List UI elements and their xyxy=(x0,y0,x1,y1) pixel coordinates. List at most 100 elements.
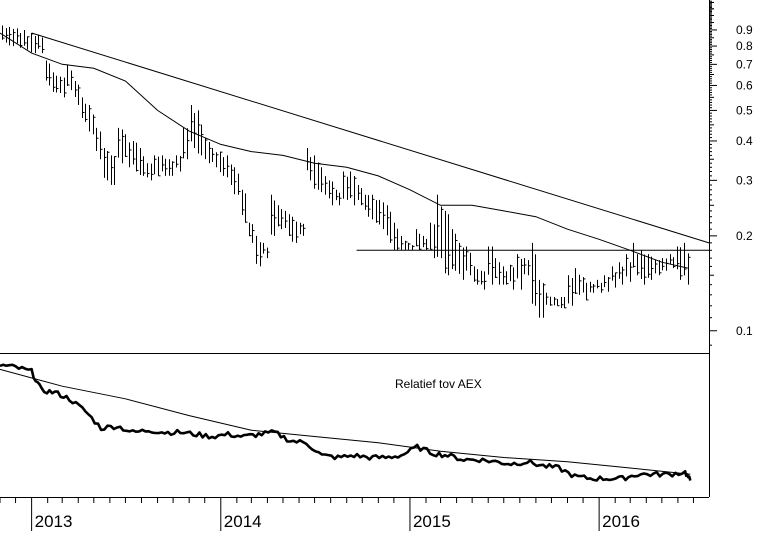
y-tick-label: 0.2 xyxy=(736,229,753,243)
ohlc-bar xyxy=(495,258,502,285)
ohlc-bar xyxy=(169,159,175,176)
ohlc-bar xyxy=(524,258,531,276)
ohlc-bar xyxy=(604,275,611,292)
ohlc-bar xyxy=(140,147,146,176)
ohlc-bar xyxy=(372,194,379,223)
ohlc-bar xyxy=(394,222,400,251)
ohlc-bar xyxy=(677,246,683,280)
y-tick-label: 0.7 xyxy=(736,57,753,71)
ohlc-bar xyxy=(350,171,357,206)
ohlc-bar xyxy=(191,105,197,148)
x-tick-label: 2015 xyxy=(413,512,451,531)
ohlc-bar xyxy=(597,279,604,293)
ohlc-bar xyxy=(162,155,168,176)
ohlc-bar xyxy=(416,229,422,251)
ohlc-bar xyxy=(387,205,393,243)
y-tick-label: 0.5 xyxy=(736,103,753,117)
ohlc-bar xyxy=(212,147,219,168)
ohlc-bar xyxy=(24,29,30,50)
y-tick-label: 0.6 xyxy=(736,78,753,92)
ohlc-bar xyxy=(590,281,596,293)
ohlc-bar xyxy=(256,235,263,267)
ohlc-bar xyxy=(227,155,234,185)
ohlc-bar xyxy=(561,296,567,309)
ohlc-bar xyxy=(517,254,524,290)
ohlc-bar xyxy=(249,222,255,243)
ohlc-bar xyxy=(292,216,299,243)
ohlc-bar xyxy=(619,262,625,285)
ohlc-bar xyxy=(401,235,408,251)
ohlc-bar xyxy=(220,151,226,176)
y-tick-label: 0.9 xyxy=(736,23,753,37)
ohlc-bar xyxy=(9,26,16,47)
relative-annotation: Relatief tov AEX xyxy=(395,377,482,391)
ohlc-bar xyxy=(655,259,662,276)
ohlc-bar xyxy=(423,235,429,251)
ohlc-bar xyxy=(133,140,139,172)
ohlc-bar xyxy=(358,184,364,206)
ohlc-bar xyxy=(583,277,589,301)
ohlc-bar xyxy=(626,254,633,282)
ohlc-bar xyxy=(379,199,386,230)
y-tick-label: 0.8 xyxy=(736,39,753,53)
ohlc-bar xyxy=(263,242,270,259)
ohlc-bar xyxy=(96,127,103,160)
ohlc-bar xyxy=(82,97,88,122)
ohlc-bar xyxy=(554,296,560,307)
ohlc-bar xyxy=(481,270,487,290)
ohlc-bar xyxy=(2,25,9,43)
ohlc-bar xyxy=(183,127,190,160)
ohlc-bar xyxy=(285,210,292,236)
y-axis: 0.1 0.2 0.3 0.4 0.5 0.6 0.7 0.8 0.9 xyxy=(709,0,753,346)
ohlc-bar xyxy=(488,246,495,285)
ohlc-bar xyxy=(575,268,582,295)
ohlc-bar xyxy=(38,34,45,54)
ohlc-bar xyxy=(452,229,458,271)
ohlc-bar xyxy=(234,167,241,195)
ohlc-bar xyxy=(437,194,444,259)
x-tick-label: 2014 xyxy=(224,512,262,531)
ohlc-bar xyxy=(271,194,277,236)
ohlc-bar xyxy=(445,210,451,276)
y-tick-label: 0.3 xyxy=(736,173,753,187)
x-tick-label: 2013 xyxy=(35,512,73,531)
ohlc-bar xyxy=(75,80,81,106)
ohlc-bar xyxy=(17,28,23,48)
ohlc-bar xyxy=(60,76,67,98)
ohlc-bar xyxy=(539,279,546,318)
relative-moving-average xyxy=(0,368,691,475)
ohlc-bar xyxy=(314,155,321,190)
ohlc-bar xyxy=(118,127,125,164)
ohlc-bar xyxy=(242,189,248,223)
ohlc-bar xyxy=(278,205,284,230)
ohlc-bar xyxy=(532,242,538,306)
resistance-trendline xyxy=(31,32,710,244)
x-tick-label: 2016 xyxy=(602,512,640,531)
y-tick-label: 0.1 xyxy=(736,324,753,338)
ohlc-bar xyxy=(365,194,371,217)
price-panel xyxy=(0,25,710,318)
ohlc-bar xyxy=(343,171,350,200)
ohlc-bar xyxy=(684,242,691,285)
relative-panel: Relatief tov AEX xyxy=(0,363,692,482)
ohlc-bar xyxy=(662,258,669,271)
price-moving-average xyxy=(0,32,688,269)
ohlc-bar xyxy=(321,167,328,195)
ohlc-bar xyxy=(307,147,313,181)
ohlc-bar xyxy=(147,163,154,181)
ohlc-bar xyxy=(198,110,204,156)
ohlc-bar xyxy=(89,105,96,135)
ohlc-bar xyxy=(46,60,52,86)
ohlc-bar xyxy=(474,266,480,285)
ohlc-bar xyxy=(503,266,509,285)
ohlc-bar xyxy=(300,222,306,236)
relative-strength-line xyxy=(0,363,692,482)
ohlc-bar xyxy=(329,180,335,206)
ohlc-bar xyxy=(670,254,676,269)
ohlc-bar xyxy=(430,222,437,259)
ohlc-bar xyxy=(125,134,132,168)
ohlc-bar xyxy=(633,242,640,276)
ohlc-bar xyxy=(466,246,473,276)
